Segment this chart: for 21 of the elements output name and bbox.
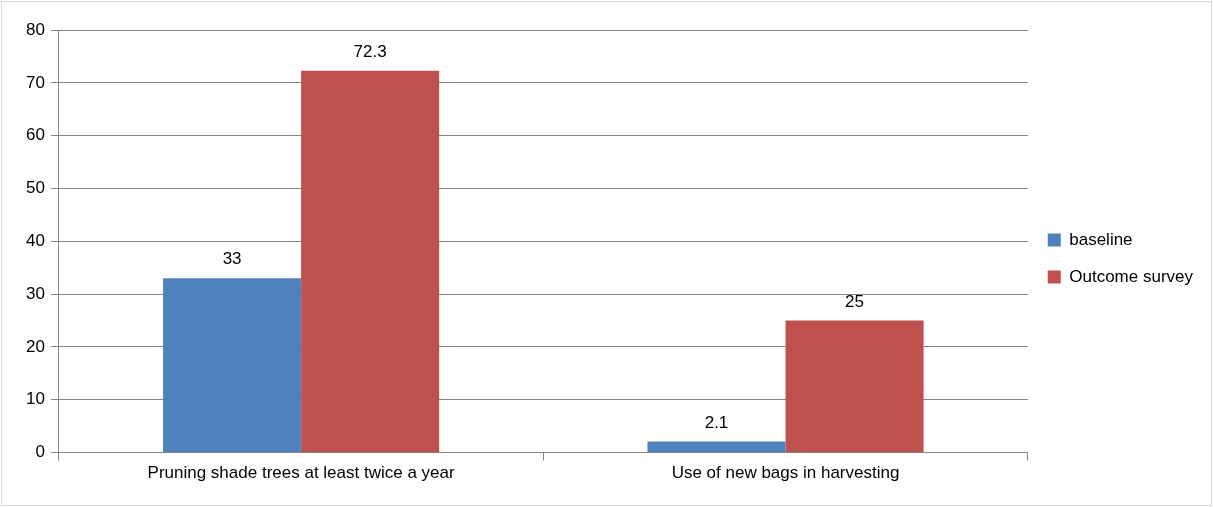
y-tick-label: 60 [25,125,45,145]
data-label: 25 [845,291,865,311]
bar [785,320,924,453]
bar [301,70,440,453]
x-tick-label: Use of new bags in harvesting [671,463,900,483]
data-label: 2.1 [704,412,729,432]
bar [163,278,302,453]
y-tick-label: 70 [25,72,45,92]
bar [647,441,786,453]
y-tick-label: 0 [35,442,45,462]
data-label: 72.3 [353,41,387,61]
data-label: 33 [222,249,242,269]
y-tick-label: 80 [25,19,45,39]
legend-label: Outcome survey [1069,266,1194,286]
legend-label: baseline [1069,229,1133,249]
x-tick-label: Pruning shade trees at least twice a year [147,463,455,483]
y-tick-label: 10 [25,389,45,409]
y-tick-label: 40 [25,230,45,250]
y-tick-label: 30 [25,283,45,303]
y-tick-label: 50 [25,178,45,198]
y-tick-label: 20 [25,336,45,356]
